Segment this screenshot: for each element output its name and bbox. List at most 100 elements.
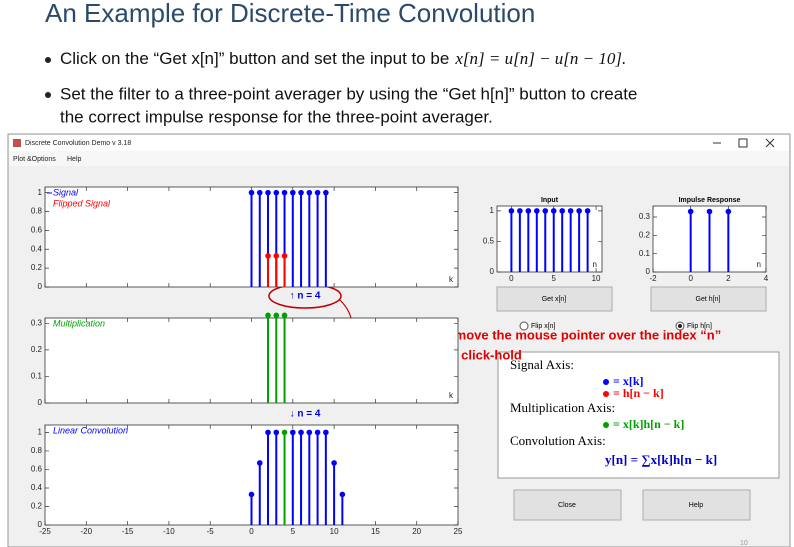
stem-dot [306, 429, 313, 436]
stem [314, 189, 321, 287]
axis-label: k [449, 391, 454, 400]
stem-dot [248, 491, 255, 498]
button-label[interactable]: Get x[n] [542, 296, 567, 303]
stem [331, 460, 337, 525]
bullet-math: x[n] = u[n] − u[n − 10]. [454, 49, 626, 68]
stem [290, 429, 296, 525]
legend-label: Linear Convolution [53, 425, 128, 435]
stem [323, 189, 329, 287]
stem-dot [323, 429, 329, 436]
axis-label: k [449, 275, 454, 284]
stem-dot [265, 429, 271, 436]
y-tick-label: 0.4 [31, 244, 43, 253]
legend-label: Flipped Signal [53, 198, 111, 208]
stem-dot [281, 429, 288, 436]
app-icon [13, 139, 21, 147]
y-tick-label: 0 [38, 520, 43, 529]
stem [265, 312, 271, 403]
legend-item: = h[n − k] [613, 386, 664, 400]
button[interactable] [513, 489, 622, 521]
slide-title: An Example for Discrete-Time Convolution [45, 0, 535, 28]
stem [533, 208, 540, 272]
radio[interactable] [519, 321, 529, 331]
stem [273, 429, 280, 525]
x-tick-label: 0 [249, 527, 254, 536]
legend-label: Multiplication [53, 318, 105, 328]
stem [339, 491, 346, 525]
stem [559, 208, 566, 272]
y-tick-label: 0.6 [31, 226, 43, 235]
y-tick-label: 0 [38, 282, 43, 291]
x-tick-label: 10 [330, 527, 339, 536]
axis-label: n [757, 260, 761, 269]
legend-box [497, 351, 780, 479]
stem [550, 208, 557, 272]
close-window-button[interactable] [765, 138, 775, 148]
maximize-button[interactable] [738, 138, 748, 148]
x-tick-label: -20 [81, 527, 93, 536]
x-tick-label: 0 [509, 274, 514, 283]
x-tick-label: 15 [371, 527, 380, 536]
y-tick-label: 0.8 [31, 207, 43, 216]
stem-dot [542, 208, 549, 214]
stem-dot [584, 208, 591, 214]
radio-label[interactable]: Flip h[n] [687, 323, 712, 330]
radio-label[interactable]: Flip x[n] [531, 323, 556, 330]
y-tick-label: 0.3 [639, 212, 651, 221]
y-tick-label: 0.2 [31, 263, 43, 272]
stem-dot [265, 189, 271, 196]
plot-title: Input [541, 197, 559, 204]
stem [687, 208, 694, 272]
stem-dot [290, 429, 296, 436]
bullet-text: Click on the “Get x[n]” button and set t… [60, 49, 449, 68]
y-tick-label: 1 [38, 428, 43, 437]
stem-dot [517, 208, 523, 214]
stem [256, 189, 263, 287]
button-label[interactable]: Close [558, 502, 576, 509]
button[interactable] [642, 489, 751, 521]
stem-dot [256, 460, 263, 466]
stem [306, 429, 313, 525]
y-tick-label: 0.6 [31, 465, 43, 474]
pointer-up[interactable]: ↑ n = 4 [290, 291, 321, 302]
x-tick-label: 20 [412, 527, 421, 536]
stem-dot [281, 253, 288, 259]
stem-dot [290, 189, 296, 196]
stem-dot [298, 189, 304, 196]
stem [265, 253, 271, 287]
bullet-text: Set the filter to a three-point averager… [60, 84, 637, 103]
stem [281, 429, 288, 525]
x-tick-label: -2 [649, 274, 657, 283]
x-tick-label: -5 [207, 527, 215, 536]
x-tick-label: 2 [726, 274, 731, 283]
menu-item[interactable]: Plot &Options [13, 156, 56, 163]
stem [306, 189, 313, 287]
bullet-dot [45, 57, 51, 63]
window-title: Discrete Convolution Demo v 3.18 [25, 140, 131, 147]
stem [248, 189, 255, 287]
button[interactable] [650, 286, 767, 312]
stem-dot [265, 312, 271, 319]
stem [281, 253, 288, 287]
stem-dot [525, 208, 532, 214]
stem-dot [306, 189, 313, 196]
stem [256, 460, 263, 525]
y-tick-label: 0.2 [31, 502, 43, 511]
button[interactable] [496, 286, 613, 312]
x-tick-label: 0 [688, 274, 693, 283]
y-tick-label: 0.2 [639, 230, 651, 239]
menu-item[interactable]: Help [67, 156, 82, 163]
y-tick-label: 0.8 [31, 446, 43, 455]
stem [576, 208, 582, 272]
legend-label: Signal [53, 187, 79, 197]
pointer-down[interactable]: ↓ n = 4 [290, 409, 321, 420]
plot-area [496, 205, 603, 273]
stem [542, 208, 549, 272]
button-label[interactable]: Get h[n] [696, 296, 721, 303]
stem [248, 491, 255, 525]
button-label[interactable]: Help [689, 502, 704, 509]
stem [281, 312, 288, 403]
legend-heading: Convolution Axis: [510, 433, 606, 448]
x-tick-label: -25 [39, 527, 51, 536]
